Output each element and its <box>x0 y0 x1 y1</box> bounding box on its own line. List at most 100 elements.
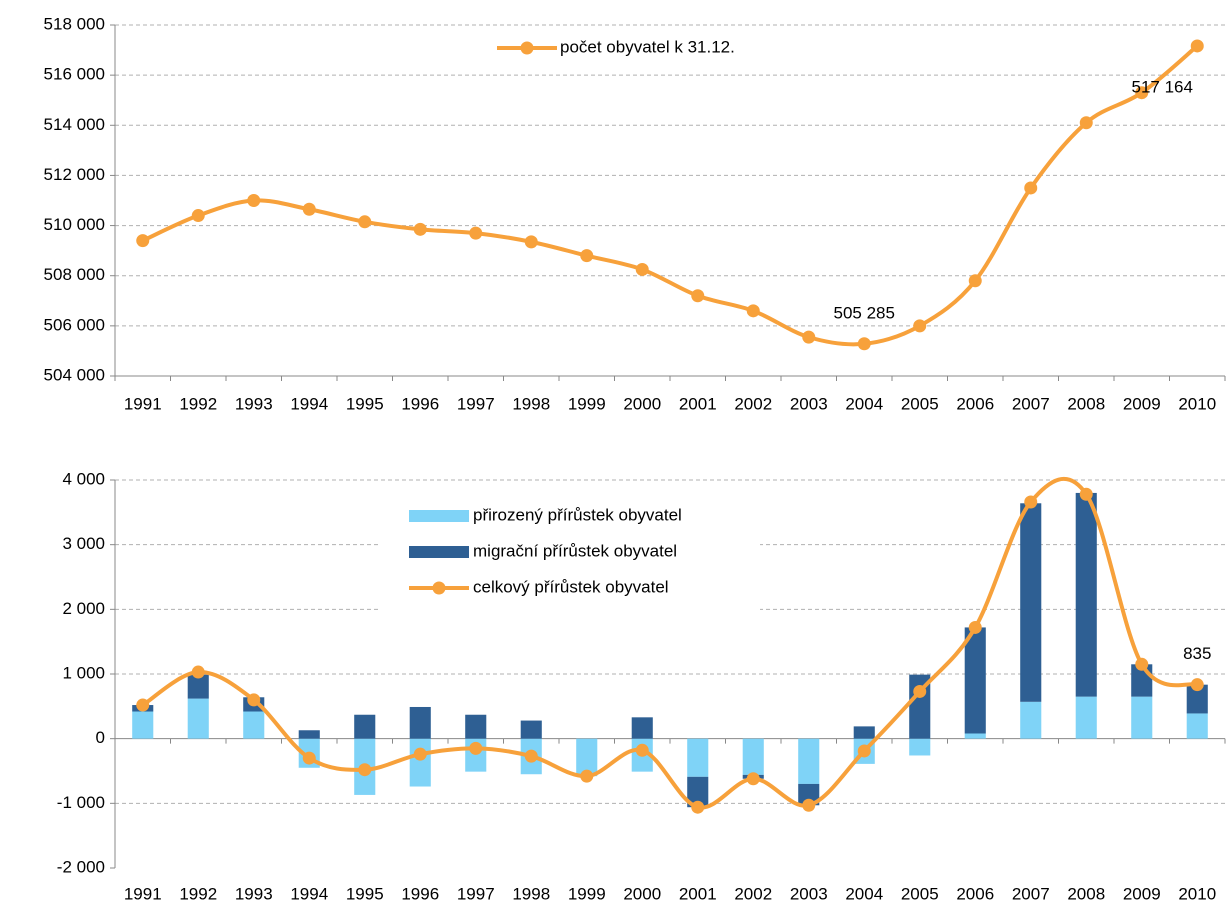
bar <box>687 776 709 808</box>
x-tick-label: 1992 <box>179 884 217 903</box>
x-tick-label: 2000 <box>623 884 661 903</box>
marker <box>1190 678 1204 692</box>
marker <box>302 202 316 216</box>
x-tick-label: 2004 <box>845 884 883 903</box>
legend-label: celkový přírůstek obyvatel <box>473 577 669 596</box>
x-tick-label: 1992 <box>179 394 217 413</box>
marker <box>857 337 871 351</box>
x-tick-label: 1996 <box>401 884 439 903</box>
legend-swatch <box>409 510 469 522</box>
y-tick-label: 508 000 <box>44 265 105 284</box>
x-tick-label: 1994 <box>290 394 328 413</box>
marker <box>968 620 982 634</box>
marker <box>1135 86 1149 100</box>
y-tick-label: 0 <box>96 728 105 747</box>
x-tick-label: 2009 <box>1123 394 1161 413</box>
x-tick-label: 2002 <box>734 394 772 413</box>
bar <box>742 738 764 775</box>
marker <box>191 209 205 223</box>
marker <box>691 289 705 303</box>
x-tick-label: 1999 <box>568 884 606 903</box>
bar <box>631 717 653 739</box>
legend-label: počet obyvatel k 31.12. <box>560 37 735 56</box>
marker <box>913 319 927 333</box>
y-tick-label: 1 000 <box>62 663 105 682</box>
bar <box>798 738 820 784</box>
x-tick-label: 1998 <box>512 884 550 903</box>
bar <box>187 698 209 739</box>
bar <box>853 726 875 739</box>
line <box>141 44 1199 347</box>
legend-marker <box>520 41 534 55</box>
bar <box>964 627 986 734</box>
marker <box>746 772 760 786</box>
x-tick-label: 1995 <box>346 884 384 903</box>
x-tick-label: 1991 <box>124 394 162 413</box>
x-tick-label: 2002 <box>734 884 772 903</box>
x-tick-label: 2004 <box>845 394 883 413</box>
marker <box>136 698 150 712</box>
y-tick-label: 510 000 <box>44 215 105 234</box>
y-tick-label: 516 000 <box>44 65 105 84</box>
x-tick-label: 1996 <box>401 394 439 413</box>
x-tick-label: 2008 <box>1067 394 1105 413</box>
x-tick-label: 1995 <box>346 394 384 413</box>
marker <box>913 684 927 698</box>
marker <box>247 693 261 707</box>
legend-swatch <box>409 546 469 558</box>
x-tick-label: 1999 <box>568 394 606 413</box>
y-tick-label: 3 000 <box>62 534 105 553</box>
marker <box>1190 39 1204 53</box>
marker <box>580 769 594 783</box>
marker <box>247 194 261 207</box>
x-tick-label: 1991 <box>124 884 162 903</box>
x-tick-label: 2008 <box>1067 884 1105 903</box>
x-tick-label: 2000 <box>623 394 661 413</box>
x-tick-label: 2005 <box>901 394 939 413</box>
bar <box>964 733 986 739</box>
marker <box>136 234 150 248</box>
marker <box>191 665 205 679</box>
y-tick-label: 2 000 <box>62 599 105 618</box>
bar <box>1075 696 1097 739</box>
bar <box>409 706 431 739</box>
x-tick-label: 2007 <box>1012 884 1050 903</box>
marker <box>968 274 982 288</box>
bar <box>1020 503 1042 702</box>
bar <box>1186 713 1208 739</box>
marker <box>1024 495 1038 509</box>
y-tick-label: 506 000 <box>44 315 105 334</box>
legend-marker <box>432 581 446 595</box>
x-tick-label: 2007 <box>1012 394 1050 413</box>
bar <box>1131 696 1153 739</box>
y-tick-label: 518 000 <box>44 14 105 33</box>
bar <box>465 714 487 739</box>
x-tick-label: 1997 <box>457 394 495 413</box>
x-tick-label: 2001 <box>679 394 717 413</box>
bar <box>187 674 209 699</box>
marker <box>802 330 816 344</box>
x-tick-label: 1997 <box>457 884 495 903</box>
bar <box>520 720 542 739</box>
bar <box>354 714 376 739</box>
data-label: 517 164 <box>1132 77 1193 96</box>
marker <box>1079 116 1093 130</box>
marker <box>302 751 316 765</box>
y-tick-label: -1 000 <box>57 793 105 812</box>
x-tick-label: 2010 <box>1178 394 1216 413</box>
bar <box>1020 701 1042 739</box>
marker <box>413 747 427 761</box>
legend-label: přirozený přírůstek obyvatel <box>473 505 682 524</box>
marker <box>524 749 538 763</box>
y-tick-label: 504 000 <box>44 365 105 384</box>
x-tick-label: 2006 <box>956 884 994 903</box>
bar <box>132 711 154 739</box>
marker <box>635 743 649 757</box>
marker <box>1135 657 1149 671</box>
marker <box>358 215 372 229</box>
x-tick-label: 2001 <box>679 884 717 903</box>
x-tick-label: 1998 <box>512 394 550 413</box>
bar <box>798 783 820 806</box>
x-tick-label: 2003 <box>790 884 828 903</box>
